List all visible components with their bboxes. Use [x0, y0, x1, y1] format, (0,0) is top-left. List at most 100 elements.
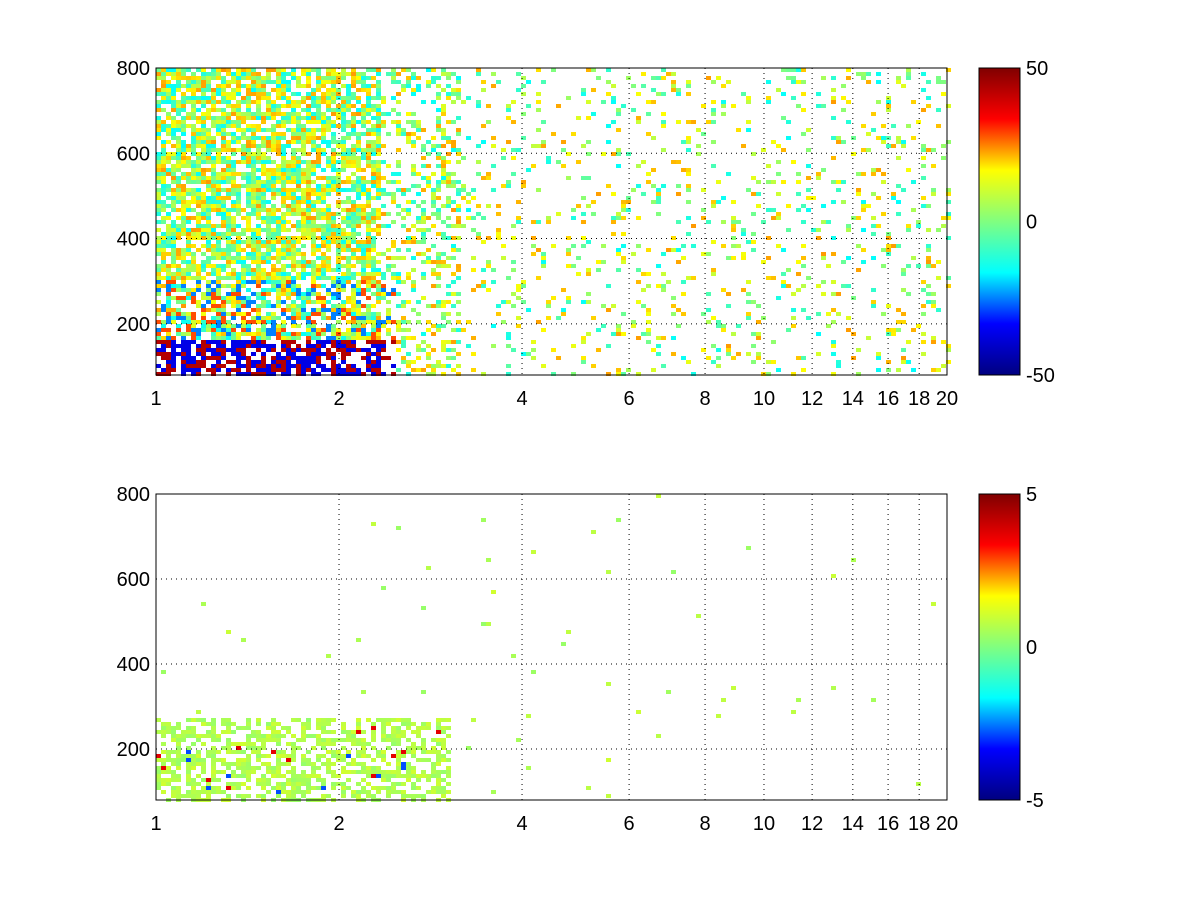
- top-heatmap-cell: [301, 196, 306, 200]
- top-heatmap-cell: [361, 88, 366, 92]
- top-heatmap-cell: [351, 180, 356, 184]
- top-heatmap-cell: [206, 240, 211, 244]
- top-heatmap-cell: [181, 348, 186, 352]
- bottom-heatmap-cell: [441, 754, 446, 758]
- top-heatmap-cell: [281, 240, 286, 244]
- top-heatmap-cell: [311, 160, 316, 164]
- top-heatmap-cell: [266, 372, 271, 376]
- top-heatmap-cell: [756, 352, 761, 356]
- bottom-heatmap-cell: [241, 638, 246, 642]
- top-heatmap-cell: [361, 108, 366, 112]
- top-heatmap-cell: [271, 188, 276, 192]
- top-heatmap-cell: [716, 356, 721, 360]
- top-heatmap-cell: [286, 164, 291, 168]
- top-heatmap-cell: [431, 332, 436, 336]
- top-heatmap-cell: [226, 224, 231, 228]
- top-heatmap-cell: [641, 72, 646, 76]
- top-heatmap-cell: [326, 96, 331, 100]
- top-heatmap-cell: [646, 284, 651, 288]
- top-heatmap-cell: [436, 164, 441, 168]
- bottom-heatmap-cell: [291, 786, 296, 790]
- top-heatmap-cell: [171, 84, 176, 88]
- top-heatmap-cell: [221, 112, 226, 116]
- top-heatmap-cell: [396, 280, 401, 284]
- top-heatmap-cell: [721, 220, 726, 224]
- top-heatmap-cell: [196, 192, 201, 196]
- top-heatmap-cell: [246, 204, 251, 208]
- top-heatmap-cell: [181, 196, 186, 200]
- top-heatmap-cell: [346, 344, 351, 348]
- top-heatmap-cell: [366, 156, 371, 160]
- top-heatmap-cell: [421, 340, 426, 344]
- bottom-heatmap-cell: [391, 782, 396, 786]
- top-heatmap-cell: [376, 148, 381, 152]
- top-heatmap-cell: [221, 364, 226, 368]
- bottom-heatmap-cell: [321, 738, 326, 742]
- bottom-heatmap-cell: [371, 522, 376, 526]
- top-heatmap-cell: [246, 192, 251, 196]
- top-heatmap-cell: [216, 76, 221, 80]
- top-heatmap-cell: [431, 244, 436, 248]
- top-heatmap-cell: [361, 316, 366, 320]
- top-heatmap-cell: [351, 128, 356, 132]
- top-heatmap-cell: [471, 228, 476, 232]
- top-heatmap-cell: [361, 328, 366, 332]
- top-heatmap-cell: [346, 308, 351, 312]
- top-heatmap-cell: [191, 276, 196, 280]
- top-heatmap-cell: [271, 360, 276, 364]
- top-heatmap-cell: [746, 96, 751, 100]
- top-heatmap-cell: [291, 164, 296, 168]
- top-heatmap-cell: [351, 204, 356, 208]
- top-heatmap-cell: [191, 76, 196, 80]
- top-heatmap-cell: [266, 256, 271, 260]
- bottom-heatmap-cell: [341, 794, 346, 798]
- top-heatmap-cell: [346, 240, 351, 244]
- top-heatmap-cell: [191, 72, 196, 76]
- bottom-heatmap-cell: [411, 782, 416, 786]
- top-heatmap-cell: [446, 76, 451, 80]
- top-heatmap-cell: [161, 208, 166, 212]
- top-heatmap-cell: [311, 312, 316, 316]
- top-heatmap-cell: [396, 188, 401, 192]
- top-heatmap-cell: [556, 356, 561, 360]
- bottom-heatmap-cell: [341, 730, 346, 734]
- top-heatmap-cell: [316, 224, 321, 228]
- top-heatmap-cell: [361, 212, 366, 216]
- top-heatmap-cell: [571, 132, 576, 136]
- top-heatmap-cell: [181, 248, 186, 252]
- top-heatmap-cell: [261, 256, 266, 260]
- top-heatmap-cell: [286, 176, 291, 180]
- top-heatmap-cell: [316, 268, 321, 272]
- top-heatmap-cell: [346, 236, 351, 240]
- bottom-heatmap-cell: [381, 750, 386, 754]
- top-heatmap-cell: [171, 172, 176, 176]
- top-heatmap-cell: [356, 108, 361, 112]
- top-heatmap-cell: [221, 232, 226, 236]
- top-heatmap-cell: [366, 252, 371, 256]
- top-heatmap-cell: [301, 212, 306, 216]
- top-heatmap-cell: [361, 168, 366, 172]
- top-heatmap-cell: [566, 96, 571, 100]
- top-heatmap-cell: [371, 216, 376, 220]
- top-heatmap-cell: [321, 364, 326, 368]
- top-heatmap-cell: [636, 116, 641, 120]
- top-heatmap-cell: [336, 212, 341, 216]
- top-heatmap-cell: [191, 116, 196, 120]
- top-heatmap-cell: [361, 188, 366, 192]
- top-heatmap-cell: [251, 76, 256, 80]
- top-heatmap-cell: [196, 176, 201, 180]
- top-heatmap-cell: [356, 240, 361, 244]
- top-heatmap-cell: [306, 216, 311, 220]
- top-heatmap-cell: [336, 368, 341, 372]
- top-heatmap-cell: [921, 340, 926, 344]
- top-heatmap-cell: [231, 324, 236, 328]
- bottom-heatmap-cell: [241, 758, 246, 762]
- top-heatmap-cell: [321, 232, 326, 236]
- top-heatmap-cell: [621, 208, 626, 212]
- top-heatmap-cell: [686, 136, 691, 140]
- top-heatmap-cell: [521, 136, 526, 140]
- top-heatmap-cell: [646, 180, 651, 184]
- top-heatmap-cell: [356, 272, 361, 276]
- bottom-heatmap-cell: [296, 778, 301, 782]
- top-heatmap-cell: [166, 352, 171, 356]
